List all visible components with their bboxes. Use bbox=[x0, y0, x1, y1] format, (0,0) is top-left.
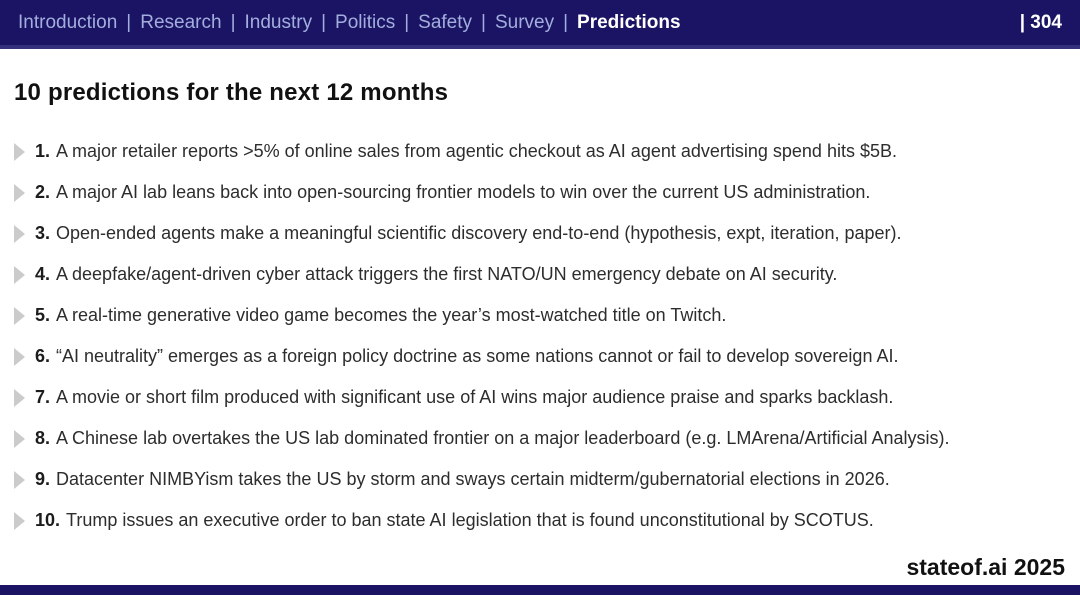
prediction-text: A movie or short film produced with sign… bbox=[56, 387, 894, 407]
section-nav: Introduction | Research | Industry | Politics |… bbox=[18, 12, 681, 34]
prediction-number: 6. bbox=[35, 346, 51, 366]
prediction-text: Open-ended agents make a meaningful scie… bbox=[56, 223, 902, 243]
prediction-text: A deepfake/agent-driven cyber attack tri… bbox=[56, 264, 838, 284]
chevron-right-icon bbox=[14, 388, 27, 408]
list-item: 5. A real-time generative video game beco… bbox=[14, 295, 1080, 336]
page-number: | 304 bbox=[1019, 11, 1062, 33]
prediction-text: Trump issues an executive order to ban s… bbox=[66, 510, 874, 530]
nav-item-predictions[interactable]: Predictions bbox=[577, 11, 681, 33]
list-item: 8. A Chinese lab overtakes the US lab dom… bbox=[14, 418, 1080, 459]
prediction-number: 4. bbox=[35, 264, 51, 284]
list-item: 2. A major AI lab leans back into open-so… bbox=[14, 172, 1080, 213]
list-item: 9. Datacenter NIMBYism takes the US by st… bbox=[14, 459, 1080, 500]
chevron-right-icon bbox=[14, 470, 27, 490]
list-item: 1. A major retailer reports >5% of online… bbox=[14, 131, 1080, 172]
chevron-right-icon bbox=[14, 265, 27, 285]
header-bar: Introduction | Research | Industry | Politics |… bbox=[0, 0, 1080, 49]
nav-separator: | bbox=[126, 11, 132, 33]
list-item: 7. A movie or short film produced with si… bbox=[14, 377, 1080, 418]
chevron-right-icon bbox=[14, 511, 27, 531]
prediction-text: A major AI lab leans back into open-sour… bbox=[56, 182, 871, 202]
prediction-number: 7. bbox=[35, 387, 51, 407]
list-item: 4. A deepfake/agent-driven cyber attack t… bbox=[14, 254, 1080, 295]
slide-content: 10 predictions for the next 12 months 1.… bbox=[0, 79, 1080, 541]
footer-bar bbox=[0, 585, 1080, 595]
nav-separator: | bbox=[481, 11, 486, 33]
prediction-number: 2. bbox=[35, 182, 51, 202]
nav-separator: | bbox=[230, 11, 236, 33]
prediction-text: Datacenter NIMBYism takes the US by stor… bbox=[56, 469, 890, 489]
nav-item-introduction[interactable]: Introduction bbox=[18, 11, 118, 33]
nav-separator: | bbox=[404, 11, 410, 33]
prediction-number: 1. bbox=[35, 141, 51, 161]
prediction-text: A major retailer reports >5% of online s… bbox=[56, 141, 897, 161]
nav-item-safety[interactable]: Safety bbox=[418, 11, 473, 33]
nav-separator: | bbox=[563, 11, 569, 33]
list-item: 3. Open-ended agents make a meaningful sc… bbox=[14, 213, 1080, 254]
nav-item-research[interactable]: Research bbox=[140, 11, 222, 33]
prediction-number: 10. bbox=[35, 510, 61, 530]
prediction-text: A Chinese lab overtakes the US lab domin… bbox=[56, 428, 950, 448]
prediction-number: 8. bbox=[35, 428, 51, 448]
chevron-right-icon bbox=[14, 429, 27, 449]
page-title: 10 predictions for the next 12 months bbox=[14, 79, 449, 106]
prediction-number: 9. bbox=[35, 469, 51, 489]
brand-logo: stateof.ai 2025 bbox=[906, 554, 1065, 580]
chevron-right-icon bbox=[14, 306, 27, 326]
chevron-right-icon bbox=[14, 183, 27, 203]
chevron-right-icon bbox=[14, 224, 27, 244]
prediction-number: 5. bbox=[35, 305, 51, 325]
list-item: 6. “AI neutrality” emerges as a foreign p… bbox=[14, 336, 1080, 377]
predictions-list: 1. A major retailer reports >5% of online… bbox=[14, 131, 1080, 541]
chevron-right-icon bbox=[14, 347, 27, 367]
prediction-text: “AI neutrality” emerges as a foreign pol… bbox=[56, 346, 899, 366]
prediction-number: 3. bbox=[35, 223, 51, 243]
chevron-right-icon bbox=[14, 142, 27, 162]
nav-separator: | bbox=[321, 11, 327, 33]
list-item: 10. Trump issues an executive order to ba… bbox=[14, 500, 1080, 541]
prediction-text: A real-time generative video game become… bbox=[56, 305, 727, 325]
nav-item-survey[interactable]: Survey bbox=[494, 11, 555, 33]
nav-item-politics[interactable]: Politics bbox=[335, 11, 396, 33]
nav-item-industry[interactable]: Industry bbox=[244, 11, 313, 33]
